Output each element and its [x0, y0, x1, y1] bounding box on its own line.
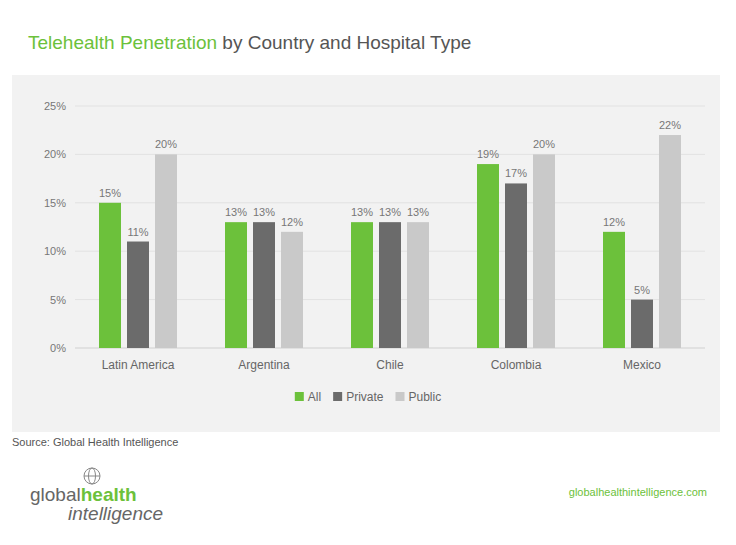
bar [407, 222, 429, 348]
panel [12, 75, 720, 432]
logo-globe [84, 468, 100, 484]
y-tick-label: 20% [44, 148, 66, 160]
x-tick-label: Argentina [238, 358, 290, 372]
logo-text: globalhealth [30, 484, 137, 505]
bar [533, 154, 555, 348]
data-label: 13% [407, 206, 429, 218]
title-rest: by Country and Hospital Type [217, 32, 471, 53]
bar [155, 154, 177, 348]
x-tick-label: Colombia [491, 358, 542, 372]
x-tick-label: Latin America [102, 358, 175, 372]
chart: Telehealth Penetration by Country and Ho… [0, 0, 736, 545]
data-label: 20% [155, 138, 177, 150]
grid-line [75, 106, 705, 107]
bar [603, 232, 625, 348]
source: Source: Global Health Intelligence [12, 436, 178, 448]
bar [127, 242, 149, 348]
data-labels: 15% 11% 20% 13% 13% 12% 13% 13% 13% 19% 17% 20% 12% 5… [99, 119, 681, 296]
y-tick-label: 15% [44, 197, 66, 209]
data-label: 13% [225, 206, 247, 218]
data-label: 12% [603, 216, 625, 228]
legend-label: Public [409, 390, 442, 404]
website: globalhealthintelligence.com [569, 486, 707, 498]
y-tick-label: 5% [50, 294, 66, 306]
data-label: 20% [533, 138, 555, 150]
legend-swatch [295, 392, 304, 401]
legend-label: All [308, 390, 321, 404]
data-label: 12% [281, 216, 303, 228]
data-label: 19% [477, 148, 499, 160]
bar [99, 203, 121, 348]
bars [99, 135, 681, 348]
bar [379, 222, 401, 348]
logo-global: global [30, 484, 81, 505]
data-label: 17% [505, 167, 527, 179]
bar [505, 183, 527, 348]
logo-health: health [81, 484, 137, 505]
bar [225, 222, 247, 348]
data-label: 13% [351, 206, 373, 218]
bar [659, 135, 681, 348]
legend: All Private Public [295, 390, 441, 404]
bar [253, 222, 275, 348]
bar [351, 222, 373, 348]
y-tick-label: 25% [44, 100, 66, 112]
bar [281, 232, 303, 348]
data-label: 11% [127, 226, 148, 238]
y-tick-label: 0% [50, 342, 66, 354]
title-highlight: Telehealth Penetration [28, 32, 217, 53]
data-label: 5% [634, 284, 650, 296]
data-label: 13% [253, 206, 275, 218]
y-tick-label: 10% [44, 245, 66, 257]
title: Telehealth Penetration by Country and Ho… [28, 32, 471, 53]
legend-swatch [396, 392, 405, 401]
bar [631, 300, 653, 348]
data-label: 22% [659, 119, 681, 131]
x-tick-label: Chile [376, 358, 404, 372]
data-label: 15% [99, 187, 121, 199]
x-tick-label: Mexico [623, 358, 661, 372]
data-label: 13% [379, 206, 401, 218]
logo-intelligence: intelligence [68, 503, 163, 524]
legend-swatch [333, 392, 342, 401]
legend-label: Private [346, 390, 384, 404]
bar [477, 164, 499, 348]
